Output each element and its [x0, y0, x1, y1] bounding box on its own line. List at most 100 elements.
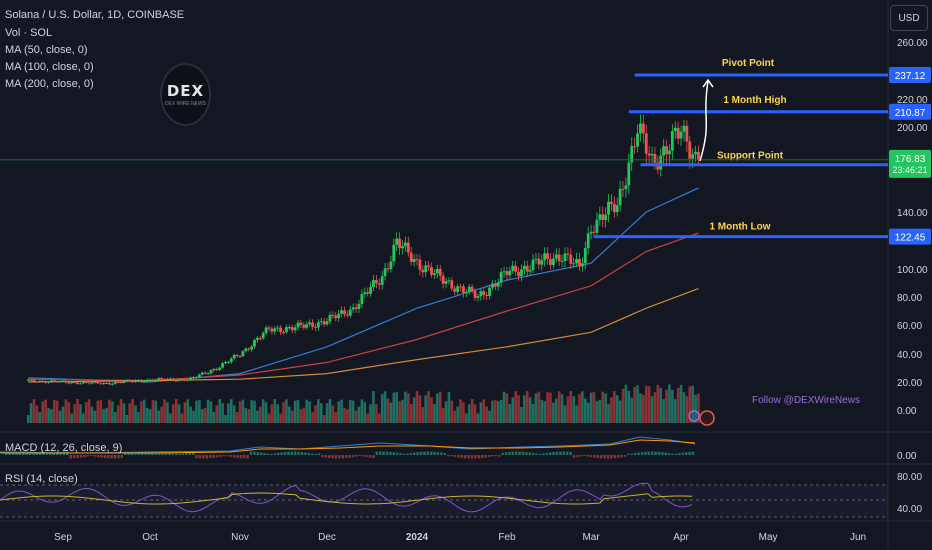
time-axis-label: Mar — [582, 532, 600, 543]
macd-histogram-bar — [198, 455, 202, 459]
volume-bar — [534, 393, 538, 423]
candle-body — [110, 383, 114, 385]
candle-body — [528, 269, 532, 272]
volume-bar — [221, 403, 224, 423]
ma200-indicator-label[interactable]: MA (200, close, 0) — [5, 78, 94, 90]
candle-body — [108, 382, 111, 385]
volume-bar — [331, 405, 335, 423]
volume-bar — [430, 397, 433, 423]
volume-bar — [682, 392, 686, 423]
candle-body — [157, 378, 161, 380]
volume-bar — [514, 391, 517, 423]
macd-histogram-bar — [345, 455, 348, 459]
candle-body — [563, 253, 567, 261]
macd-histogram-bar — [637, 452, 640, 455]
candle-body — [148, 379, 152, 381]
macd-histogram-bar — [304, 452, 307, 455]
macd-histogram-bar — [368, 455, 372, 458]
volume-bar — [354, 410, 358, 423]
volume-bar — [424, 395, 428, 423]
candle-body — [348, 309, 352, 316]
candle-body — [282, 332, 285, 334]
volume-bar — [96, 400, 100, 423]
candle-body — [566, 253, 570, 255]
flag-icon[interactable] — [699, 410, 715, 426]
currency-button[interactable]: USD — [890, 5, 928, 31]
ma100-indicator-label[interactable]: MA (100, close, 0) — [5, 61, 94, 73]
macd-histogram-bar — [266, 453, 270, 455]
candle-body — [314, 326, 317, 328]
macd-histogram-bar — [613, 455, 616, 459]
macd-histogram-bar — [236, 455, 239, 458]
macd-histogram-bar — [654, 451, 657, 455]
macd-indicator-label[interactable]: MACD (12, 26, close, 9) — [5, 442, 123, 454]
volume-bar — [183, 402, 187, 423]
macd-histogram-bar — [181, 453, 185, 455]
candle-body — [351, 307, 355, 310]
macd-histogram-bar — [79, 455, 83, 458]
volume-bar — [244, 407, 248, 423]
volume-bar — [366, 413, 369, 423]
macd-histogram-bar — [484, 455, 487, 458]
volume-bar — [70, 413, 74, 423]
macd-histogram-bar — [209, 455, 212, 459]
ma50-indicator-label[interactable]: MA (50, close, 0) — [5, 44, 88, 56]
candle-body — [171, 378, 175, 381]
candle-body — [195, 377, 198, 379]
candle-body — [197, 374, 201, 378]
volume-bar — [82, 413, 85, 423]
candle-body — [261, 333, 265, 339]
rsi-indicator-label[interactable]: RSI (14, close) — [5, 473, 78, 485]
candle-body — [340, 310, 343, 314]
candle-body — [665, 146, 668, 155]
macd-histogram-bar — [467, 455, 470, 459]
candle-body — [595, 219, 599, 233]
macd-histogram-bar — [117, 455, 120, 459]
candle-body — [226, 361, 230, 363]
candle-body — [392, 244, 396, 262]
volume-bar — [462, 402, 465, 423]
volume-bar — [496, 401, 500, 423]
macd-histogram-bar — [538, 453, 542, 455]
volume-bar — [32, 399, 36, 423]
volume-bar — [299, 409, 303, 423]
volume-bar — [50, 409, 53, 423]
volume-bar — [569, 391, 573, 423]
candle-body — [113, 381, 117, 384]
candle-body — [287, 327, 291, 329]
candle-body — [29, 379, 33, 381]
volume-bar — [142, 399, 146, 423]
volume-bar — [409, 404, 413, 423]
time-axis-label: Feb — [498, 532, 516, 543]
volume-bar — [261, 399, 265, 423]
macd-histogram-bar — [562, 451, 565, 455]
volume-bar — [160, 406, 163, 423]
volume-bar — [116, 405, 120, 423]
volume-bar — [218, 399, 221, 423]
macd-histogram-bar — [623, 455, 627, 457]
candle-body — [224, 362, 227, 364]
volume-bar — [615, 395, 619, 423]
volume-indicator-label[interactable]: Vol · SOL — [5, 27, 53, 39]
macd-histogram-bar — [399, 453, 402, 455]
candle-body — [345, 314, 349, 316]
candle-body — [453, 288, 457, 292]
volume-bar — [433, 404, 436, 423]
candle-body — [354, 307, 358, 309]
candle-body — [238, 355, 242, 357]
volume-bar — [73, 404, 76, 423]
candle-body — [26, 379, 30, 381]
volume-bar — [140, 401, 143, 423]
volume-bar — [224, 414, 227, 423]
event-icon[interactable] — [688, 410, 700, 422]
macd-histogram-bar — [610, 455, 613, 459]
candle-body — [116, 381, 120, 383]
macd-histogram-bar — [76, 455, 79, 459]
candle-body — [189, 377, 193, 380]
macd-histogram-bar — [168, 452, 171, 455]
symbol-title: Solana / U.S. Dollar, 1D, COINBASE — [5, 9, 185, 21]
macd-histogram-bar — [453, 455, 457, 457]
macd-histogram-bar — [569, 451, 572, 455]
